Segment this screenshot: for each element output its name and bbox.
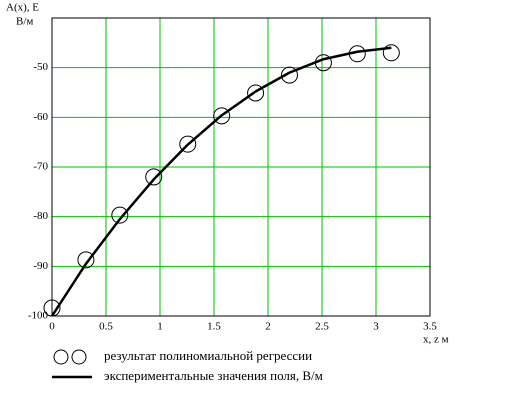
data-point bbox=[213, 107, 231, 125]
data-point bbox=[247, 84, 265, 102]
x-axis-label: x, z м bbox=[423, 334, 449, 346]
data-point bbox=[77, 251, 95, 269]
data-point bbox=[280, 66, 298, 84]
x-tick-label: 2 bbox=[265, 321, 271, 333]
data-point bbox=[145, 168, 163, 186]
data-point bbox=[43, 299, 61, 317]
legend-marker bbox=[71, 349, 87, 365]
y-tick-label: -90 bbox=[33, 260, 48, 272]
y-tick-label: -50 bbox=[33, 61, 48, 73]
data-line bbox=[50, 46, 392, 317]
data-point bbox=[382, 44, 400, 62]
x-tick-label: 1 bbox=[157, 321, 163, 333]
plot-frame bbox=[51, 17, 431, 317]
x-tick-label: 3.5 bbox=[423, 321, 437, 333]
data-point bbox=[111, 206, 129, 224]
y-axis-label: В/м bbox=[16, 16, 33, 28]
y-tick-label: -70 bbox=[33, 161, 48, 173]
x-tick-label: 2.5 bbox=[315, 321, 329, 333]
y-tick-label: -80 bbox=[33, 210, 48, 222]
legend-label: экспериментальные значения поля, В/м bbox=[104, 368, 323, 383]
x-tick-label: 0 bbox=[49, 321, 55, 333]
y-axis-label: A(x), E bbox=[6, 2, 39, 14]
x-tick-label: 3 bbox=[373, 321, 379, 333]
legend-marker bbox=[53, 349, 69, 365]
x-tick-label: 1.5 bbox=[207, 321, 221, 333]
data-point bbox=[179, 135, 197, 153]
x-tick-label: 0.5 bbox=[99, 321, 113, 333]
y-tick-label: -100 bbox=[28, 310, 49, 322]
y-tick-label: -60 bbox=[33, 111, 48, 123]
legend-label: результат полиномиальной регрессии bbox=[104, 348, 312, 363]
